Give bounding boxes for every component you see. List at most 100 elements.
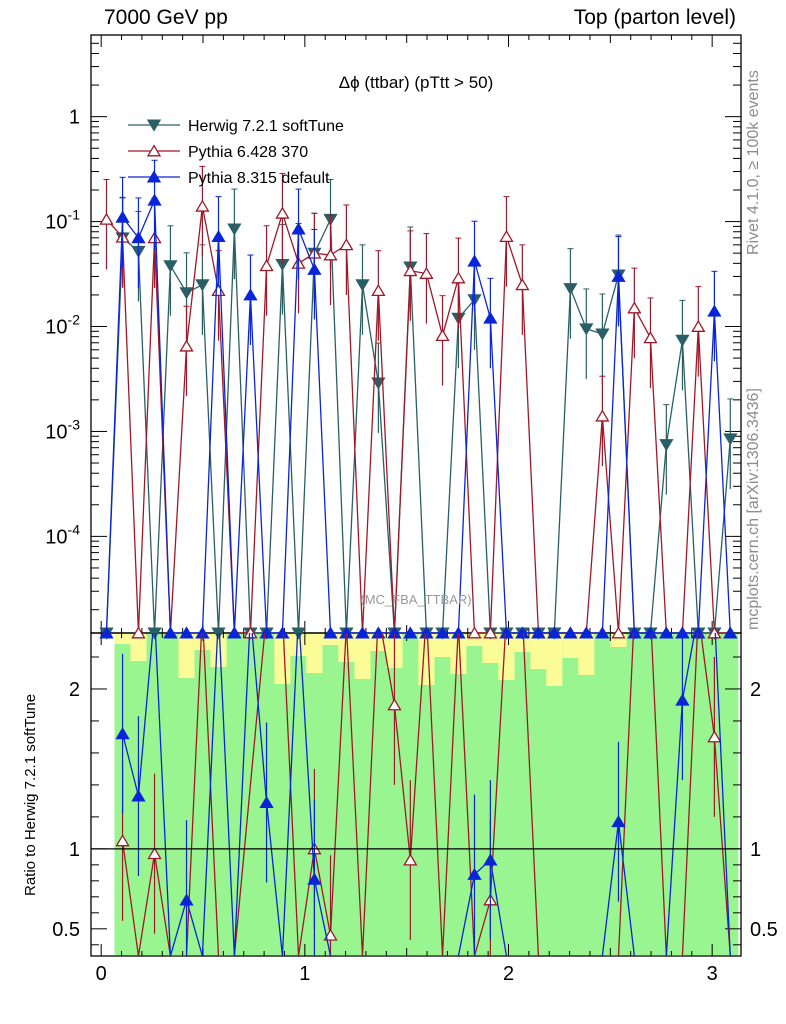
data-point: [371, 283, 386, 297]
ratio-band-yellow: [562, 634, 579, 658]
ratio-point: [307, 872, 322, 885]
ratio-point: [131, 789, 146, 802]
ratio-band-yellow: [418, 634, 435, 685]
ratio-y-tick-label: 0.5: [52, 919, 80, 941]
data-point-zero: [131, 626, 146, 639]
data-point-zero: [419, 626, 434, 639]
ratio-y-axis-label: Ratio to Herwig 7.2.1 softTune: [22, 694, 39, 896]
data-point-zero: [355, 626, 370, 639]
ratio-band-yellow: [290, 634, 307, 656]
data-point: [195, 199, 210, 212]
data-point: [243, 288, 258, 301]
data-point: [115, 210, 130, 223]
data-point-zero: [323, 626, 338, 639]
data-point-zero: [531, 626, 546, 639]
data-point-zero: [659, 626, 674, 639]
data-point-zero: [403, 626, 418, 639]
x-tick-label: 3: [707, 963, 718, 985]
data-point: [323, 248, 338, 261]
ratio-band-yellow: [322, 634, 339, 645]
data-point: [659, 439, 674, 452]
data-point-zero: [243, 626, 258, 639]
ratio-band-green: [114, 634, 739, 955]
data-point-zero: [611, 626, 626, 639]
data-point: [483, 311, 498, 324]
legend: Herwig 7.2.1 softTune Pythia 6.428 370 Pyt…: [128, 118, 344, 187]
data-point-zero: [595, 626, 610, 639]
data-point: [563, 283, 578, 296]
series-0: [99, 178, 738, 640]
ratio-band-yellow: [306, 634, 323, 673]
header-process-label: 7000 GeV pp: [104, 6, 228, 29]
ratio-point: [115, 834, 130, 847]
data-point: [675, 334, 690, 347]
ratio-clip: [115, 633, 731, 956]
data-point-zero: [499, 626, 514, 639]
data-point: [595, 328, 610, 341]
data-point-zero: [179, 626, 194, 639]
data-point: [579, 323, 594, 336]
data-point-zero: [195, 626, 210, 639]
legend-marker: [146, 119, 162, 132]
ratio-band-yellow: [354, 634, 371, 679]
data-point-zero: [467, 626, 482, 639]
data-point: [467, 254, 482, 267]
ratio-point: [323, 928, 338, 941]
ratio-point: [675, 693, 690, 706]
data-point: [179, 339, 194, 352]
data-point-zero: [515, 626, 530, 639]
data-point: [147, 193, 162, 206]
data-point: [707, 304, 722, 317]
ratio-y-tick-label-right: 1: [750, 839, 761, 861]
data-point: [339, 238, 354, 251]
data-point: [419, 266, 434, 279]
ratio-band-yellow: [546, 634, 563, 686]
data-point-zero: [291, 627, 306, 640]
data-point: [515, 278, 530, 291]
ratio-band-yellow: [578, 634, 595, 675]
data-point-zero: [723, 626, 738, 639]
x-tick-label: 1: [299, 963, 310, 985]
analysis-watermark: (MC_FBA_TTBAR): [360, 592, 471, 607]
legend-marker: [146, 170, 162, 183]
ratio-band-yellow: [530, 634, 547, 669]
data-point: [355, 279, 370, 292]
ratio-band-yellow: [274, 634, 291, 684]
ratio-series-layer: [115, 633, 731, 956]
data-point: [403, 264, 418, 277]
header-observable-label: Top (parton level): [573, 6, 736, 29]
ratio-point: [707, 730, 722, 743]
ratio-band-yellow: [114, 634, 131, 644]
data-point: [227, 223, 242, 236]
data-point: [195, 279, 210, 292]
ratio-point: [115, 727, 130, 740]
ratio-band-yellow: [482, 634, 499, 663]
data-point-zero: [147, 627, 162, 640]
data-point-zero: [627, 626, 642, 639]
ratio-point: [387, 698, 402, 711]
ratio-y-tick-label: 2: [69, 679, 80, 701]
y-tick-label: 10-1: [45, 207, 80, 234]
data-point: [611, 269, 626, 282]
axis-labels: 0 1 2 3 1 10-1 10-2 10-3 10-4 0.5 0.5 1 1 2 2: [45, 107, 778, 985]
data-point: [595, 409, 610, 422]
data-point-zero: [435, 626, 450, 639]
ratio-line: [121, 633, 731, 956]
legend-label: Herwig 7.2.1 softTune: [188, 118, 344, 135]
ratio-series-1: [115, 633, 731, 956]
ratio-point: [259, 795, 274, 808]
ratio-point: [467, 867, 482, 880]
y-tick-label: 10-3: [45, 416, 80, 443]
data-point: [723, 433, 738, 446]
series-1: [99, 165, 738, 639]
ratio-band-yellow: [434, 634, 451, 657]
data-point: [259, 258, 274, 272]
data-point-zero: [275, 626, 290, 639]
legend-label: Pythia 6.428 370: [188, 144, 308, 161]
ratio-band-yellow: [498, 634, 515, 680]
data-point: [627, 301, 642, 314]
ratio-point: [611, 815, 626, 828]
series-2: [99, 159, 738, 639]
data-point: [499, 229, 514, 243]
y-tick-label: 10-4: [45, 521, 80, 548]
